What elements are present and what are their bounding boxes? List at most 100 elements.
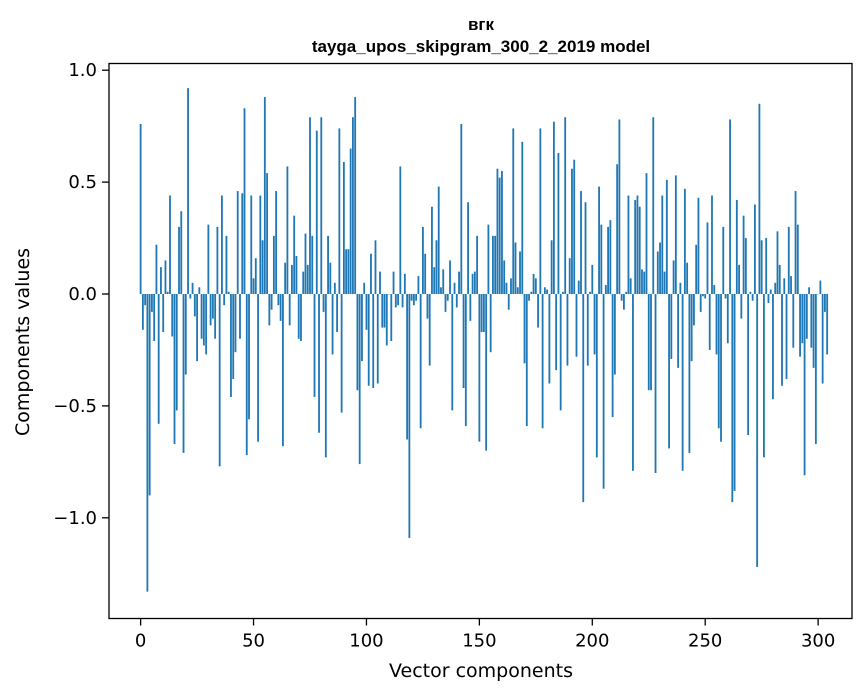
- bar-216: [627, 195, 630, 295]
- bar-19: [182, 294, 185, 453]
- bar-297: [810, 294, 813, 348]
- bar-151: [480, 294, 483, 333]
- bar-111: [390, 294, 393, 341]
- bar-177: [539, 128, 542, 294]
- bar-116: [401, 294, 404, 308]
- bar-54: [261, 240, 264, 294]
- bar-205: [602, 294, 605, 489]
- bar-95: [354, 97, 357, 295]
- x-tick-label: 300: [801, 631, 835, 652]
- bar-70: [297, 294, 300, 339]
- bar-50: [252, 278, 255, 295]
- bar-60: [275, 191, 278, 294]
- bar-160: [501, 170, 503, 294]
- bar-162: [505, 282, 508, 294]
- bar-125: [422, 226, 424, 295]
- bar-137: [449, 260, 451, 295]
- chart-subtitle: tayga_upos_skipgram_300_2_2019 model: [312, 37, 650, 56]
- bar-296: [808, 287, 810, 294]
- plot-frame: [108, 62, 853, 620]
- bar-280: [772, 294, 774, 400]
- bar-114: [397, 294, 399, 306]
- bar-88: [338, 128, 341, 294]
- bar-234: [668, 294, 670, 449]
- bar-140: [455, 294, 458, 308]
- bar-29: [205, 294, 208, 355]
- bar-303: [824, 294, 826, 312]
- bar-240: [681, 294, 684, 471]
- bar-246: [695, 244, 698, 294]
- bar-232: [663, 271, 666, 295]
- bar-195: [580, 191, 582, 294]
- bar-105: [376, 294, 379, 384]
- bar-270: [749, 291, 752, 295]
- bar-208: [609, 220, 612, 294]
- bar-97: [358, 294, 361, 465]
- bar-213: [620, 294, 623, 301]
- bar-222: [641, 269, 643, 295]
- bar-158: [496, 168, 499, 294]
- bar-4: [148, 294, 151, 496]
- x-tick-label: 100: [349, 631, 383, 652]
- bar-182: [550, 240, 553, 294]
- bar-282: [776, 231, 779, 294]
- bar-122: [415, 294, 418, 301]
- bar-11: [164, 260, 167, 295]
- bar-261: [729, 119, 731, 295]
- bar-199: [589, 291, 591, 295]
- bar-79: [318, 294, 320, 433]
- bar-16: [175, 294, 178, 411]
- bar-172: [528, 294, 530, 301]
- bar-46: [243, 108, 246, 295]
- bar-290: [794, 191, 797, 294]
- bar-48: [248, 294, 250, 420]
- bar-150: [478, 294, 481, 442]
- bar-126: [424, 253, 427, 294]
- bar-84: [329, 262, 332, 294]
- bar-55: [263, 97, 266, 295]
- bar-288: [790, 276, 792, 294]
- x-tick-label: 0: [135, 631, 146, 652]
- bar-254: [713, 285, 716, 294]
- bar-81: [322, 294, 325, 312]
- bar-171: [525, 294, 528, 427]
- bar-264: [735, 200, 738, 294]
- bar-42: [234, 294, 237, 353]
- bar-12: [166, 291, 169, 295]
- bar-120: [410, 294, 413, 301]
- bar-243: [688, 294, 691, 453]
- bar-163: [507, 294, 510, 310]
- bar-112: [392, 271, 395, 295]
- bar-149: [476, 235, 479, 295]
- bar-248: [699, 294, 702, 312]
- bar-233: [665, 179, 668, 294]
- bar-292: [799, 294, 801, 357]
- bar-225: [647, 294, 650, 391]
- bar-294: [803, 294, 806, 476]
- bar-65: [286, 166, 289, 294]
- bar-157: [494, 235, 497, 295]
- bar-93: [349, 148, 352, 294]
- bar-145: [467, 202, 469, 294]
- bar-179: [543, 287, 546, 294]
- bar-7: [155, 244, 158, 294]
- bar-77: [313, 294, 316, 397]
- bar-247: [697, 197, 700, 294]
- bar-9: [160, 267, 162, 294]
- bar-94: [352, 117, 354, 295]
- bar-134: [442, 269, 445, 295]
- bar-115: [399, 166, 402, 294]
- bar-229: [656, 251, 659, 294]
- bar-291: [796, 224, 799, 295]
- bar-174: [532, 273, 535, 294]
- bar-14: [171, 294, 174, 337]
- bar-302: [821, 294, 824, 384]
- bar-2: [144, 294, 147, 306]
- bar-59: [272, 235, 275, 295]
- bar-204: [600, 224, 603, 295]
- bar-180: [546, 289, 549, 295]
- bar-284: [781, 294, 783, 386]
- bar-278: [767, 294, 770, 303]
- x-axis-ticks: 0 50 100 150 200 250 300: [135, 618, 835, 652]
